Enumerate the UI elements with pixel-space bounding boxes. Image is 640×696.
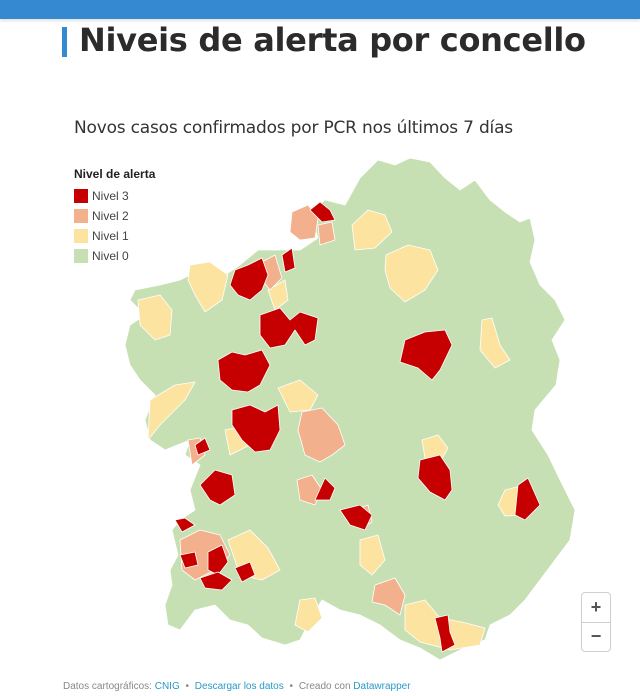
galicia-choropleth-map[interactable]: [100, 150, 580, 660]
download-data-link[interactable]: Descargar los datos: [194, 681, 284, 692]
region-nivel3: [199, 571, 233, 591]
region-nivel3: [399, 329, 453, 381]
footer-separator: •: [289, 681, 294, 692]
region-nivel3: [231, 404, 281, 453]
region-nivel3: [199, 469, 236, 506]
page-title-container: Niveis de alerta por concello: [62, 21, 586, 59]
legend-item-nivel-1: Nivel 1: [74, 226, 155, 246]
region-nivel3: [234, 561, 256, 583]
map-base-region: [124, 157, 576, 660]
datawrapper-link[interactable]: Datawrapper: [353, 681, 411, 692]
region-nivel2: [317, 221, 336, 246]
map-zoom-control: + −: [581, 592, 611, 652]
region-nivel3: [174, 517, 196, 533]
region-nivel2: [371, 577, 406, 616]
chart-footer: Datos cartográficos: CNIG • Descargar lo…: [63, 681, 411, 692]
region-nivel1: [384, 244, 439, 303]
region-nivel1: [277, 379, 319, 413]
region-nivel1: [187, 261, 229, 313]
region-nivel1: [351, 209, 393, 251]
region-nivel1: [421, 434, 449, 463]
legend-label: Nivel 2: [92, 209, 129, 223]
region-nivel1: [479, 317, 511, 369]
zoom-out-button[interactable]: −: [582, 621, 610, 652]
region-nivel1: [359, 534, 386, 576]
footer-separator: •: [185, 681, 190, 692]
legend-label: Nivel 1: [92, 229, 129, 243]
legend-title: Nivel de alerta: [74, 167, 156, 181]
page-title: Niveis de alerta por concello: [79, 21, 586, 59]
region-nivel3: [434, 614, 456, 653]
region-nivel3: [309, 201, 336, 223]
region-nivel3: [229, 257, 269, 301]
region-nivel1: [294, 597, 323, 633]
region-nivel1: [137, 294, 173, 341]
top-navigation-bar: [0, 0, 640, 19]
region-nivel3: [339, 504, 373, 531]
region-nivel3: [194, 437, 211, 456]
legend-swatch: [74, 249, 88, 263]
region-nivel1: [147, 381, 196, 441]
zoom-in-button[interactable]: +: [590, 596, 602, 617]
legend-item-nivel-3: Nivel 3: [74, 186, 155, 206]
legend-item-nivel-2: Nivel 2: [74, 206, 155, 226]
region-nivel2: [297, 407, 346, 463]
legend-swatch: [74, 229, 88, 243]
region-nivel3: [314, 477, 336, 501]
region-nivel3: [217, 349, 271, 393]
cnig-link[interactable]: CNIG: [154, 681, 180, 692]
legend-label: Nivel 3: [92, 189, 129, 203]
chart-subtitle: Novos casos confirmados por PCR nos últi…: [74, 118, 513, 138]
region-nivel2: [289, 204, 319, 241]
title-accent-bar: [62, 27, 67, 57]
legend-item-nivel-0: Nivel 0: [74, 246, 155, 266]
legend-label: Nivel 0: [92, 249, 129, 263]
map-legend: Nivel de alerta Nivel 3 Nivel 2 Nivel 1 …: [74, 167, 155, 266]
footer-created-with: Creado con: [298, 681, 351, 692]
region-nivel3: [417, 454, 453, 501]
region-nivel3: [259, 307, 319, 349]
region-nivel3: [179, 551, 199, 569]
legend-swatch: [74, 189, 88, 203]
region-nivel3: [281, 247, 296, 273]
region-nivel3: [514, 477, 541, 521]
legend-swatch: [74, 209, 88, 223]
region-nivel3: [207, 544, 229, 576]
footer-data-prefix: Datos cartográficos:: [63, 681, 152, 692]
